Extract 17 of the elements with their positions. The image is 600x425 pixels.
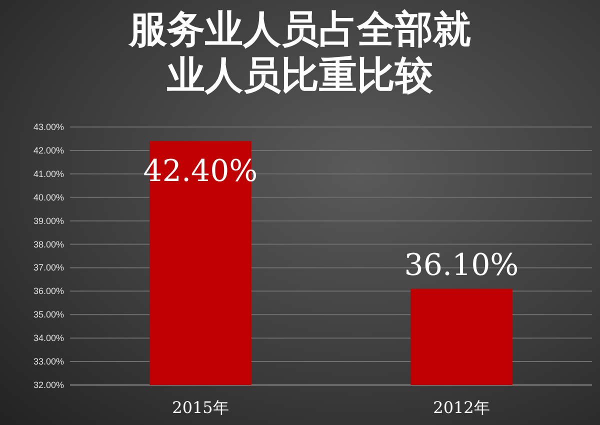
data-label: 42.40% [143, 154, 258, 190]
y-tick-label: 43.00% [33, 122, 64, 132]
y-tick-label: 39.00% [33, 216, 64, 226]
y-tick-label: 37.00% [33, 262, 64, 273]
y-tick-label: 38.00% [33, 239, 64, 250]
chart-title: 服务业人员占全部就业人员比重比较 [127, 6, 472, 98]
x-tick-label: 2015年 [172, 398, 229, 417]
y-tick-label: 33.00% [33, 356, 64, 367]
y-tick-label: 34.00% [33, 333, 64, 344]
y-tick-label: 42.00% [33, 145, 64, 156]
x-tick-label: 2012年 [433, 398, 490, 417]
y-tick-label: 40.00% [33, 192, 64, 202]
y-tick-label: 36.00% [33, 286, 64, 296]
y-tick-label: 35.00% [33, 310, 64, 320]
data-label: 36.10% [404, 248, 519, 283]
y-tick-label: 41.00% [33, 168, 64, 179]
y-tick-label: 32.00% [33, 380, 64, 390]
